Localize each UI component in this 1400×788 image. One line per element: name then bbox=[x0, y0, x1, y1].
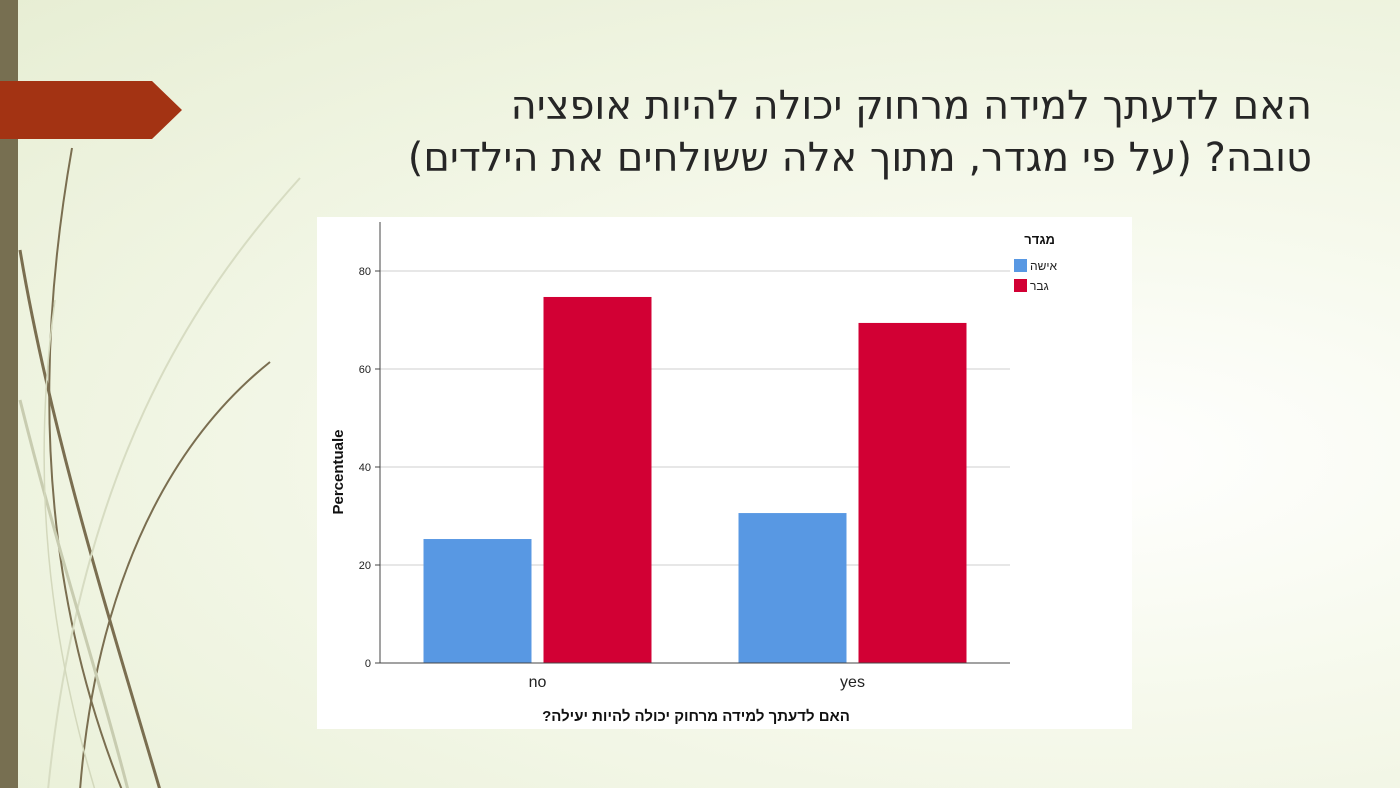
legend: מגדר אישה גבר bbox=[1014, 232, 1057, 293]
legend-swatch-0 bbox=[1014, 259, 1027, 272]
legend-label-0: אישה bbox=[1030, 259, 1057, 273]
y-tick-label-20: 20 bbox=[359, 560, 371, 572]
title-accent-arrow bbox=[0, 81, 182, 139]
slide-title-line-1: האם לדעתך למידה מרחוק יכולה להיות אופציה bbox=[510, 83, 1312, 129]
x-category-label-no: no bbox=[529, 674, 547, 691]
bar-no-series-0 bbox=[423, 539, 532, 663]
bar-no-series-1 bbox=[543, 296, 652, 663]
bar-chart: 0 20 40 60 80 no yes Percentuale האם לדעתך למ… bbox=[330, 222, 1057, 725]
legend-title: מגדר bbox=[1024, 232, 1055, 247]
slide-title: האם לדעתך למידה מרחוק יכולה להיות אופציה… bbox=[300, 80, 1312, 184]
slide-left-bar bbox=[0, 0, 18, 788]
x-axis-title: האם לדעתך למידה מרחוק יכולה להיות יעילה? bbox=[542, 708, 850, 725]
bar-yes-series-0 bbox=[738, 513, 847, 663]
category-labels: no yes bbox=[529, 674, 865, 691]
legend-swatch-1 bbox=[1014, 279, 1027, 292]
axes bbox=[379, 222, 1010, 664]
legend-label-1: גבר bbox=[1030, 279, 1049, 293]
bar-yes-series-1 bbox=[858, 322, 967, 663]
y-tick-label-80: 80 bbox=[359, 266, 371, 278]
y-axis-title: Percentuale bbox=[330, 429, 347, 514]
bars bbox=[423, 296, 967, 663]
slide-title-line-2: טובה? (על פי מגדר, מתוך אלה ששולחים את ה… bbox=[407, 135, 1312, 181]
y-tick-labels: 0 20 40 60 80 bbox=[359, 266, 371, 670]
chart-card: 0 20 40 60 80 no yes Percentuale האם לדעתך למ… bbox=[317, 217, 1132, 729]
decorative-curves bbox=[18, 147, 301, 788]
x-category-label-yes: yes bbox=[840, 674, 865, 691]
y-tick-label-0: 0 bbox=[365, 658, 371, 670]
y-tick-label-60: 60 bbox=[359, 364, 371, 376]
y-tick-label-40: 40 bbox=[359, 462, 371, 474]
